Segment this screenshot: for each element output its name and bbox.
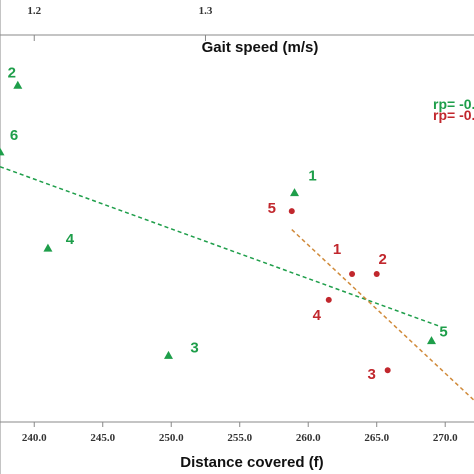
bottom-tick-label: 260.0 [296, 432, 321, 444]
top-tick-label: 1.2 [27, 5, 41, 17]
point-label-green-2: 2 [8, 64, 16, 81]
point-green-1 [290, 188, 300, 197]
correlation-annotation-green: rp= -0.. [433, 96, 474, 112]
bottom-tick-label: 265.0 [364, 432, 389, 444]
point-red-5 [288, 208, 295, 215]
point-green-5 [427, 336, 437, 345]
point-label-red-5: 5 [268, 200, 276, 217]
bottom-tick-label: 255.0 [227, 432, 252, 444]
bottom-tick-label: 240.0 [22, 432, 47, 444]
point-red-1 [349, 271, 356, 277]
bottom-tick-label: 270.0 [433, 432, 458, 444]
point-green-4 [43, 243, 53, 252]
point-label-green-4: 4 [66, 231, 75, 248]
top-axis: 1.2 1.3 [0, 5, 474, 41]
point-label-green-6: 6 [10, 127, 18, 144]
point-red-2 [373, 271, 380, 277]
point-label-red-3: 3 [367, 366, 375, 383]
top-tick-label: 1.3 [199, 5, 213, 17]
bottom-axis-title: Distance covered (f) [180, 454, 323, 471]
top-axis-title: Gait speed (m/s) [202, 39, 319, 56]
point-red-3 [384, 367, 391, 374]
point-label-green-5: 5 [439, 324, 447, 341]
point-label-red-1: 1 [333, 241, 341, 258]
point-green-2 [13, 80, 23, 89]
point-label-red-4: 4 [313, 307, 322, 324]
point-label-green-1: 1 [308, 168, 316, 185]
point-green-6 [0, 147, 5, 156]
point-green-3 [163, 350, 173, 359]
correlation-annotation-red: rp= -0.. [433, 107, 474, 123]
point-red-4 [325, 296, 332, 303]
bottom-axis: 240.0 245.0 250.0 255.0 260.0 265.0 270.0 [0, 421, 474, 444]
bottom-tick-label: 245.0 [90, 432, 115, 444]
bottom-tick-label: 250.0 [159, 432, 184, 444]
point-label-green-3: 3 [190, 339, 198, 356]
point-label-red-2: 2 [379, 251, 387, 268]
trendline-orange [291, 229, 474, 402]
